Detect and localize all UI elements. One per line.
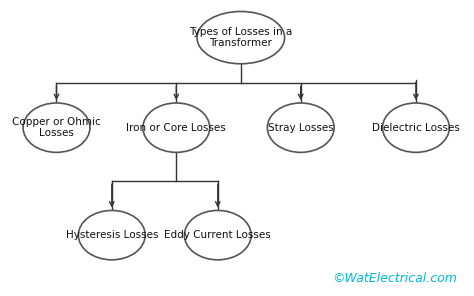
Ellipse shape — [23, 103, 90, 152]
Ellipse shape — [197, 12, 284, 64]
Ellipse shape — [184, 210, 251, 260]
Ellipse shape — [267, 103, 334, 152]
Text: ©WatElectrical.com: ©WatElectrical.com — [333, 271, 457, 284]
Text: Hysteresis Losses: Hysteresis Losses — [65, 230, 158, 240]
Text: Dielectric Losses: Dielectric Losses — [372, 123, 460, 133]
Text: Iron or Core Losses: Iron or Core Losses — [127, 123, 226, 133]
Ellipse shape — [143, 103, 210, 152]
Ellipse shape — [78, 210, 145, 260]
Text: Copper or Ohmic
Losses: Copper or Ohmic Losses — [12, 117, 101, 139]
Text: Stray Losses: Stray Losses — [268, 123, 334, 133]
Text: Eddy Current Losses: Eddy Current Losses — [164, 230, 271, 240]
Ellipse shape — [383, 103, 449, 152]
Text: Types of Losses in a
Transformer: Types of Losses in a Transformer — [189, 27, 292, 49]
